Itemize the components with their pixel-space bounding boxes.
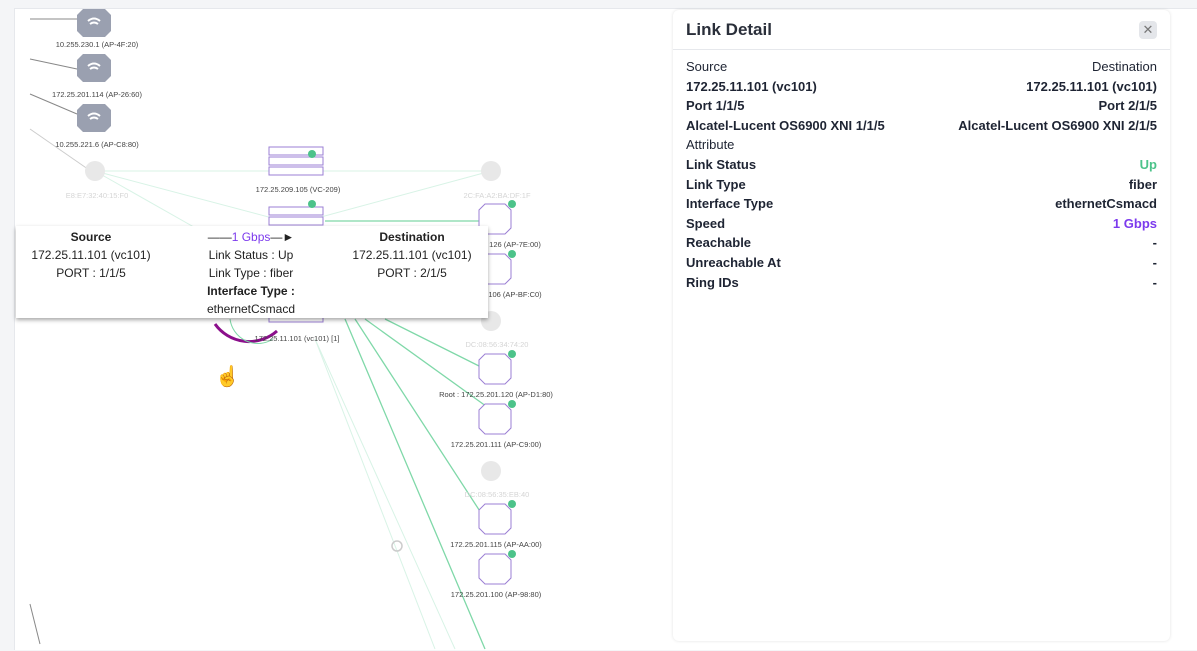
tooltip-interface-type: ethernetCsmacd <box>206 302 296 316</box>
attr-value: fiber <box>1128 176 1157 192</box>
attr-value: ethernetCsmacd <box>1055 196 1157 212</box>
attr-value: - <box>1152 254 1157 270</box>
attr-link-status: Link Status Up <box>686 155 1157 175</box>
up-links <box>325 220 491 650</box>
tooltip-source-port: PORT : 1/1/5 <box>56 266 126 280</box>
wifi-icons <box>87 17 101 120</box>
attr-name: Reachable <box>686 235 752 251</box>
attr-interface-type: Interface Type ethernetCsmacd <box>686 194 1157 214</box>
panel-title: Link Detail <box>686 19 772 39</box>
destination-port: Port 2/1/5 <box>1098 98 1157 114</box>
attr-name: Speed <box>686 215 726 231</box>
close-icon[interactable]: ✕ <box>1139 20 1157 39</box>
hand-cursor-icon: ☝ <box>215 366 240 388</box>
node-label: 126 (AP-7E:00) <box>489 240 541 249</box>
tooltip-destination-device: 172.25.11.101 (vc101) <box>352 248 472 262</box>
offline-links <box>29 18 96 645</box>
attr-speed: Speed 1 Gbps <box>686 214 1157 234</box>
unknown-device-icons <box>85 161 501 481</box>
selected-self-link <box>213 323 278 344</box>
node-label: 10.255.221.6 (AP-C8:80) <box>55 140 139 149</box>
destination-label: Destination <box>1091 59 1157 74</box>
node-label: E8:E7:32:40:15:F0 <box>65 191 129 200</box>
arrow-line-icon: —— <box>207 230 232 244</box>
tooltip-destination-title: Destination <box>379 230 445 244</box>
attr-name: Unreachable At <box>686 254 781 270</box>
attr-link-type: Link Type fiber <box>686 175 1157 195</box>
tooltip-interface-label: Interface Type : <box>207 284 295 298</box>
node-label: 106 (AP-BF:C0) <box>488 290 542 299</box>
status-dots <box>308 150 516 558</box>
attr-unreachable-at: Unreachable At - <box>686 253 1157 273</box>
node-label: 172.25.201.111 (AP-C9:00) <box>450 440 542 449</box>
link-tooltip: Source 172.25.11.101 (vc101) PORT : 1/1/… <box>16 226 488 318</box>
attribute-label: Attribute <box>686 137 735 153</box>
attr-value: - <box>1152 274 1157 290</box>
tooltip-speed: 1 Gbps <box>231 230 271 244</box>
tooltip-source-title: Source <box>70 230 112 244</box>
node-label: 172.25.201.115 (AP-AA:00) <box>450 540 542 549</box>
switch-icons[interactable] <box>268 146 324 323</box>
source-port: Port 1/1/5 <box>686 98 745 114</box>
source-device: 172.25.11.101 (vc101) <box>686 78 817 94</box>
attr-value: Up <box>1139 156 1157 172</box>
node-label: 172.25.209.105 (VC-209) <box>255 185 341 194</box>
node-label: DC:08:56:34:74:20 <box>465 340 529 349</box>
attr-value: 1 Gbps <box>1112 215 1157 231</box>
tooltip-destination-port: PORT : 2/1/5 <box>377 266 447 280</box>
node-label: 10.255.230.1 (AP-4F:20) <box>55 40 139 49</box>
node-label: DC:08:56:35:EB:40 <box>464 490 530 499</box>
attr-reachable: Reachable - <box>686 233 1157 253</box>
node-label: Root : 172.25.201.120 (AP-D1:80) <box>439 390 553 399</box>
tooltip-link-status: Link Status : Up <box>208 248 294 262</box>
link-detail-panel: Link Detail ✕ Source Destination 172.25.1… <box>673 10 1170 641</box>
node-label: 2C:FA:A2:BA:DF:1F <box>463 191 531 200</box>
attr-name: Link Type <box>686 176 746 192</box>
attr-value: - <box>1152 235 1157 251</box>
attr-ring-ids: Ring IDs - <box>686 273 1157 293</box>
attr-name: Interface Type <box>686 196 774 212</box>
attr-name: Ring IDs <box>686 274 739 290</box>
tooltip-link-type: Link Type : fiber <box>208 266 294 280</box>
node-label: 172.25.11.101 (vc101) [1] <box>254 334 340 343</box>
tooltip-source-device: 172.25.11.101 (vc101) <box>31 248 151 262</box>
source-model: Alcatel-Lucent OS6900 XNI 1/1/5 <box>686 117 885 133</box>
attr-name: Link Status <box>686 156 757 172</box>
node-label: 172.25.201.100 (AP-98:80) <box>450 590 542 599</box>
arrow-right-icon: —► <box>270 230 295 244</box>
destination-model: Alcatel-Lucent OS6900 XNI 2/1/5 <box>958 117 1157 133</box>
node-label: 172.25.201.114 (AP-26:60) <box>52 90 142 99</box>
source-label: Source <box>686 59 728 74</box>
drag-handle <box>391 540 403 552</box>
destination-device: 172.25.11.101 (vc101) <box>1026 78 1157 94</box>
